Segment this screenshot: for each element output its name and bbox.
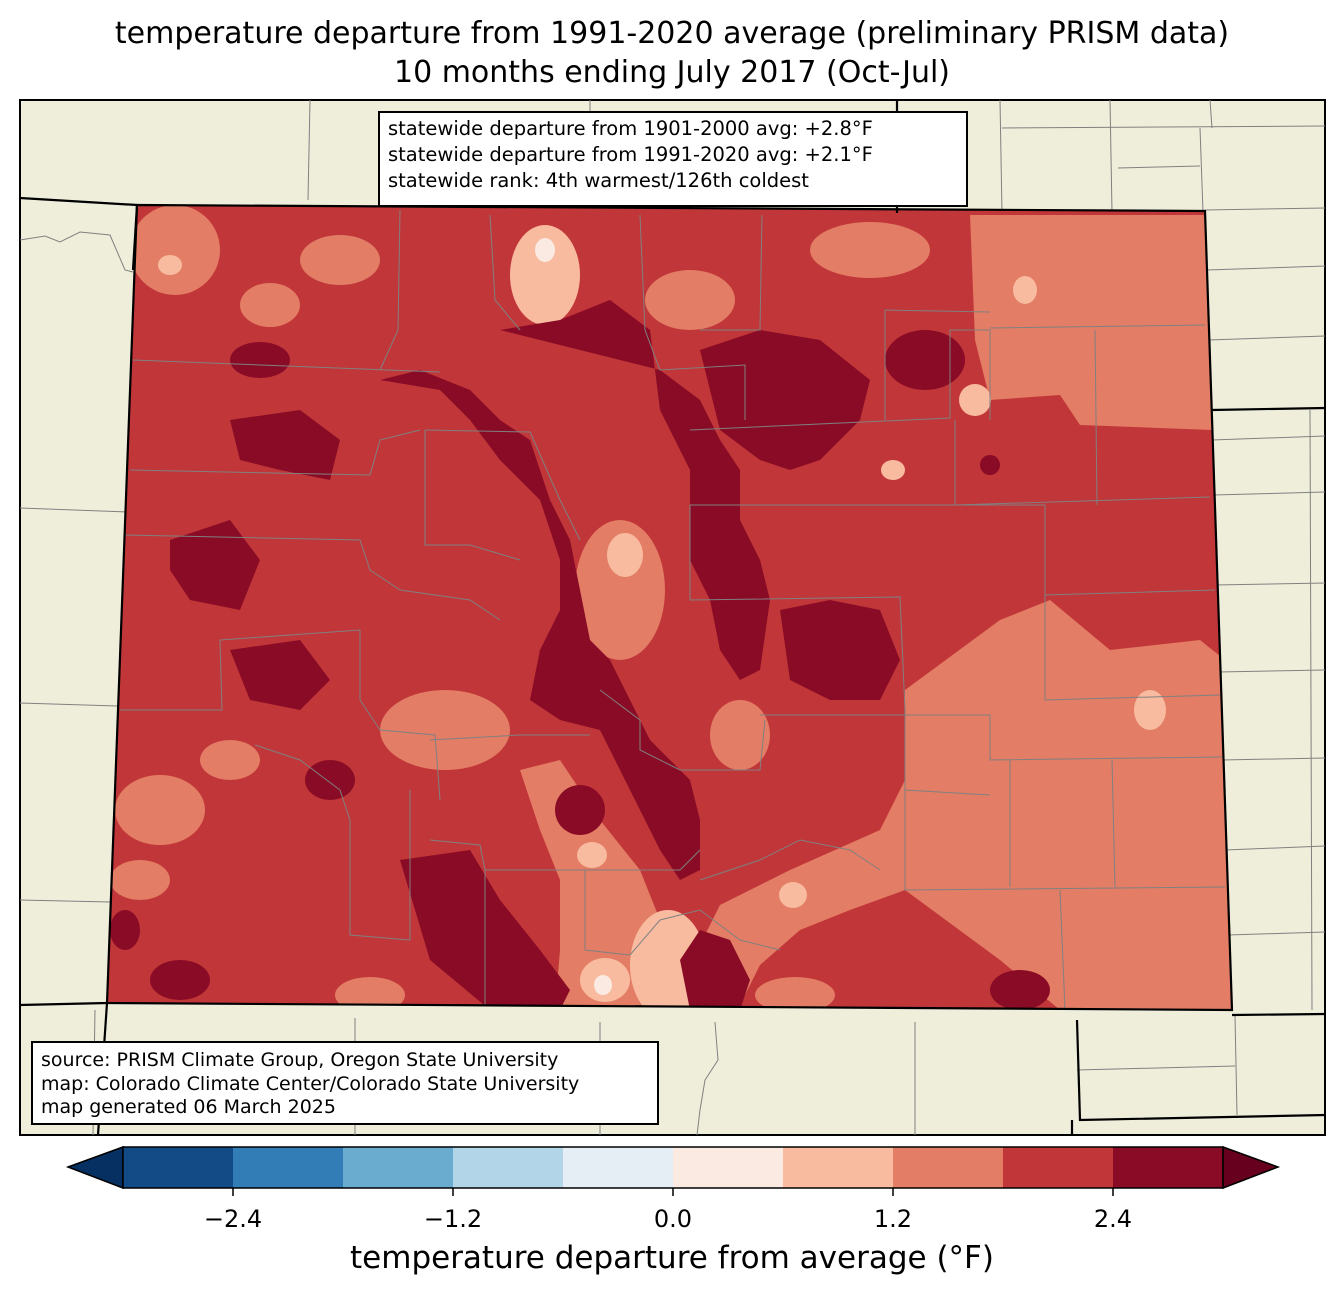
statewide-stats-box: statewide departure from 1901-2000 avg: … [378,111,968,207]
colorbar-bin [1003,1147,1113,1188]
colorbar-label: temperature departure from average (°F) [350,1240,994,1276]
colorbar-tick-label: −2.4 [203,1205,263,1233]
colorbar-tick-label: 1.2 [873,1205,913,1233]
colorbar-bin [233,1147,343,1188]
colorado-border [105,203,1234,1012]
colorbar-tick-label: 0.0 [653,1205,693,1233]
colorado-county-lines [120,209,1226,1010]
temperature-field [107,205,1232,1010]
source-line-map: map: Colorado Climate Center/Colorado St… [41,1072,580,1095]
colorbar-bin [783,1147,893,1188]
map-subtitle: 10 months ending July 2017 (Oct-Jul) [393,55,951,90]
stats-line-1991-2020: statewide departure from 1991-2020 avg: … [388,143,873,166]
source-line-generated: map generated 06 March 2025 [41,1096,336,1118]
colorbar-tick-label: 2.4 [1093,1205,1133,1233]
colorbar-bin [1113,1147,1223,1188]
colorbar-bin [343,1147,453,1188]
colorbar-over-arrow [1222,1145,1281,1190]
source-box: source: PRISM Climate Group, Oregon Stat… [31,1041,659,1125]
stats-line-1901-2000: statewide departure from 1901-2000 avg: … [388,117,873,140]
map-title: temperature departure from 1991-2020 ave… [114,16,1230,51]
colorbar-bin [673,1147,783,1188]
colorbar [65,1145,1281,1196]
state-borders [20,100,1325,1135]
colorbar-bin [453,1147,563,1188]
colorbar-tick-label: −1.2 [423,1205,483,1233]
colorbar-bin [893,1147,1003,1188]
colorbar-under-arrow [65,1145,124,1190]
colorbar-bin [563,1147,673,1188]
source-line-data: source: PRISM Climate Group, Oregon Stat… [41,1049,559,1071]
stats-line-rank: statewide rank: 4th warmest/126th coldes… [388,169,809,192]
colorbar-bin [123,1147,233,1188]
